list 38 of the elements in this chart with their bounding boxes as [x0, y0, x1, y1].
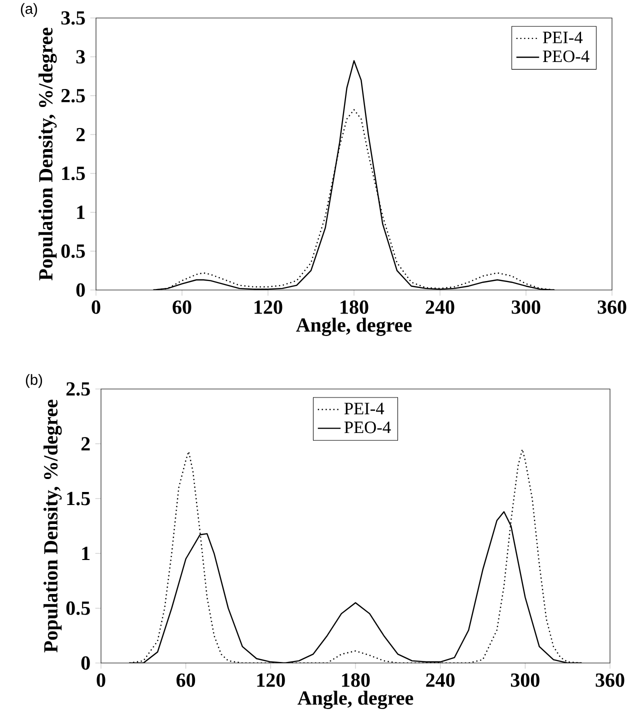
- x-tick-label: 60: [172, 300, 192, 314]
- x-tick-label: 120: [254, 300, 282, 314]
- x-tick-label: 360: [596, 673, 624, 687]
- x-axis-title: Angle, degree: [296, 318, 412, 336]
- y-tick-label: 1: [82, 546, 90, 560]
- x-tick-label: 360: [598, 300, 626, 314]
- chart-title: (b): [26, 374, 42, 388]
- y-axis-title: Population Density, %/degree: [44, 400, 62, 652]
- x-tick-label: 240: [426, 673, 455, 687]
- chart-title: (a): [20, 3, 38, 17]
- y-tick-label: 0.5: [66, 601, 90, 615]
- y-axis-title: Population Density, %/degree: [38, 28, 57, 280]
- x-tick-label: 300: [512, 300, 540, 314]
- y-tick-label: 3: [76, 50, 85, 64]
- legend-label: PEO-4: [542, 50, 590, 62]
- y-tick-label: 0: [81, 656, 90, 670]
- x-tick-label: 60: [176, 673, 196, 687]
- legend-label: PEI-4: [542, 32, 583, 44]
- y-tick-label: 0: [76, 283, 85, 297]
- legend-label: PEO-4: [344, 422, 391, 434]
- x-tick-label: 240: [426, 300, 454, 314]
- x-tick-label: 180: [342, 673, 370, 687]
- y-tick-label: 3.5: [61, 11, 85, 25]
- y-tick-label: 1.5: [62, 166, 85, 180]
- x-axis-title: Angle, degree: [298, 690, 414, 710]
- x-tick-label: 120: [257, 673, 285, 687]
- x-tick-label: 0: [96, 673, 106, 687]
- y-tick-label: 2.5: [61, 88, 85, 102]
- legend-label: PEI-4: [344, 402, 384, 414]
- x-tick-label: 300: [510, 673, 540, 687]
- y-tick-label: 2.5: [66, 382, 90, 396]
- y-tick-label: 1: [77, 206, 85, 219]
- y-tick-label: 0.5: [61, 244, 85, 258]
- y-tick-label: 2: [81, 437, 90, 450]
- x-tick-label: 180: [340, 300, 368, 314]
- y-tick-label: 1.5: [67, 492, 90, 506]
- x-tick-label: 0: [92, 300, 100, 314]
- y-tick-label: 2: [76, 128, 85, 142]
